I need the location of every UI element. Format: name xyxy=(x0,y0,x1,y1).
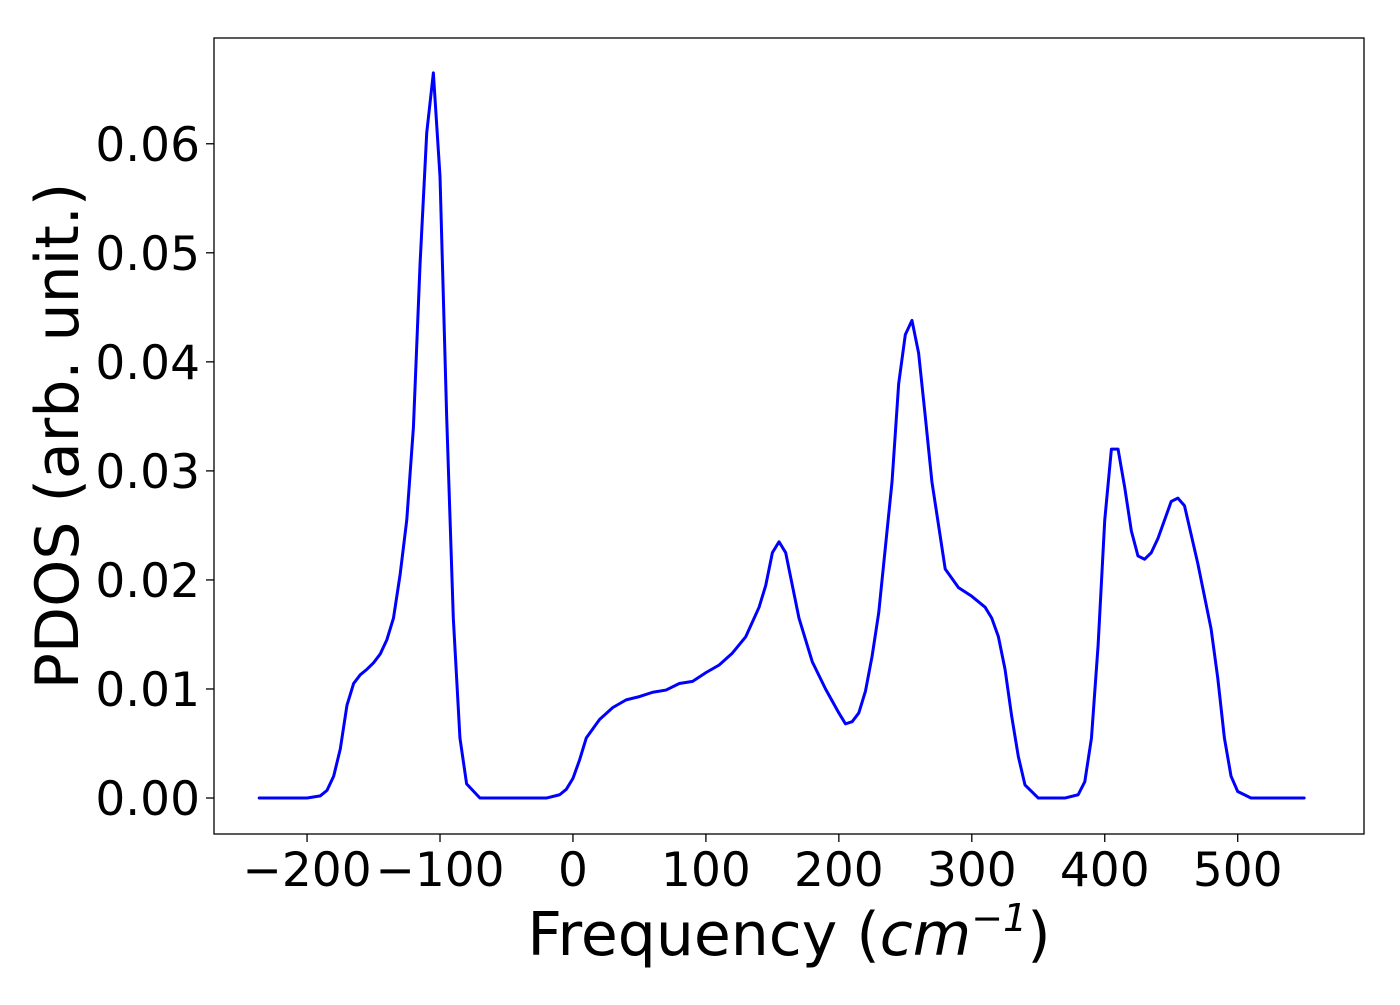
x-tick-label: 400 xyxy=(1060,843,1150,898)
x-tick-label: −200 xyxy=(243,843,372,898)
y-tick-label: 0.06 xyxy=(95,118,200,173)
x-axis-label-prefix: Frequency ( xyxy=(527,900,879,970)
x-axis-label-suffix: ) xyxy=(1027,900,1050,970)
y-axis-ticks: 0.00 0.01 0.02 0.03 0.04 0.05 0.06 xyxy=(95,118,214,827)
y-tick-label: 0.05 xyxy=(95,227,200,282)
plot-area xyxy=(214,38,1364,834)
y-axis-label: PDOS (arb. unit.) xyxy=(23,183,93,690)
y-tick-label: 0.00 xyxy=(95,772,200,827)
x-tick-label: 200 xyxy=(794,843,884,898)
x-axis-label-unit: cm xyxy=(880,900,971,970)
x-axis-label-exponent: −1 xyxy=(971,896,1027,940)
pdos-series-line xyxy=(257,71,1306,800)
y-tick-label: 0.04 xyxy=(95,336,200,391)
x-axis-ticks: −200 −100 0 100 200 300 400 500 xyxy=(243,834,1283,898)
y-tick-label: 0.03 xyxy=(95,445,200,500)
x-axis-label: Frequency (cm−1) xyxy=(527,896,1050,970)
x-tick-label: 300 xyxy=(927,843,1017,898)
y-tick-label: 0.01 xyxy=(95,663,200,718)
x-tick-label: 0 xyxy=(558,843,588,898)
plot-frame xyxy=(213,37,1365,835)
x-tick-label: 100 xyxy=(661,843,751,898)
y-tick-label: 0.02 xyxy=(95,554,200,609)
x-tick-label: 500 xyxy=(1193,843,1283,898)
x-tick-label: −100 xyxy=(375,843,504,898)
